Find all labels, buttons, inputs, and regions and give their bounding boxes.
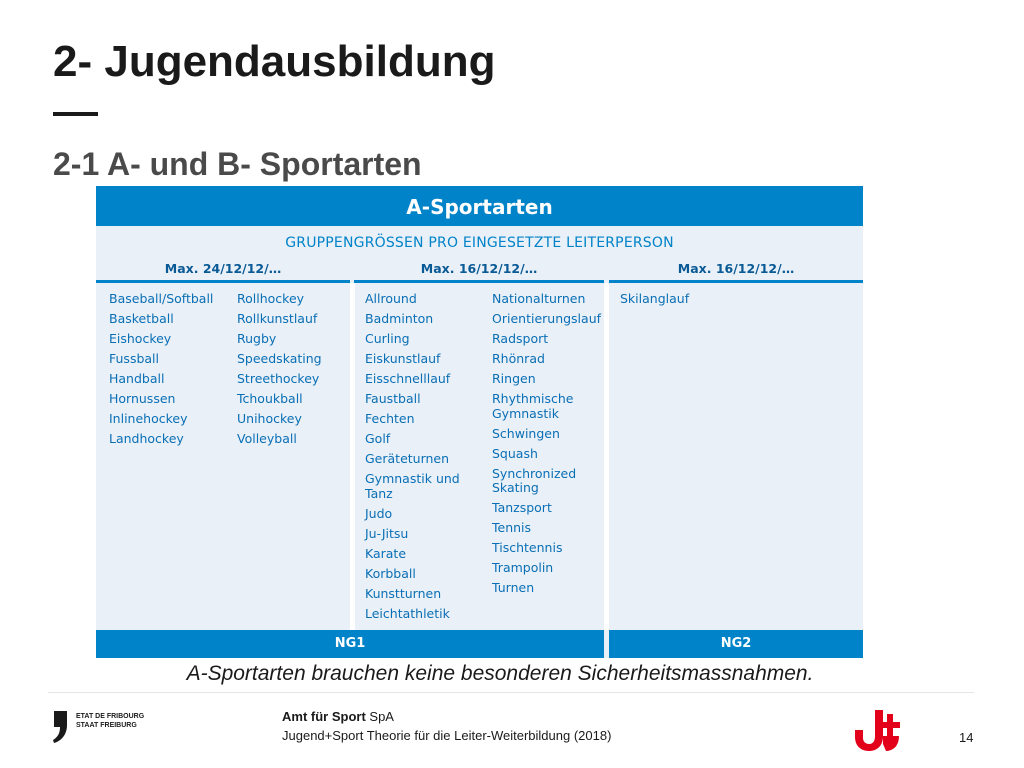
sport-list-item: Inlinehockey: [109, 411, 188, 426]
sport-list-item: Tennis: [492, 520, 532, 535]
office-name-suffix: SpA: [365, 709, 394, 724]
sport-list-item: Nationalturnen: [492, 291, 586, 306]
sport-list-item: Tischtennis: [492, 540, 563, 555]
sport-list-item: Judo: [365, 505, 393, 521]
sport-list-item: Eishockey: [109, 331, 172, 346]
office-name-bold: Amt für Sport: [282, 709, 366, 724]
course-title: Jugend+Sport Theorie für die Leiter-Weit…: [282, 728, 612, 743]
sport-list-item: Turnen: [492, 580, 535, 595]
footer-divider: [48, 692, 974, 693]
group-size-title: GRUPPENGRÖSSEN PRO EINGESETZTE LEITERPER…: [285, 235, 674, 251]
jugend-sport-logo-icon: [855, 710, 900, 751]
sport-list-item: Leichtathletik: [365, 605, 450, 621]
office-name: Amt für Sport SpA: [282, 709, 394, 724]
sport-list-item: Ringen: [492, 371, 536, 386]
sport-list-item: Speedskating: [237, 351, 322, 366]
sport-list-item: Gymnastik und Tanz: [365, 471, 460, 501]
ng1-footer: NG1: [96, 630, 604, 658]
sport-list-item: Korbball: [365, 565, 416, 581]
sport-list-item: Squash: [492, 445, 538, 461]
sport-list-item: Trampolin: [492, 560, 554, 575]
page-number: 14: [959, 730, 974, 745]
sport-list-item: Rhythmische Gymnastik: [492, 391, 574, 421]
page-subtitle: 2-1 A- und B- Sportarten: [53, 146, 422, 182]
sport-list-item: Fechten: [365, 411, 415, 426]
sport-list-item: Allround: [365, 291, 417, 306]
sport-list-item: Synchronized Skating: [492, 465, 577, 495]
sport-list-item: Streethockey: [237, 371, 320, 386]
sport-list-item: Unihockey: [237, 411, 302, 426]
sport-list-col3a: Skilanglauf: [620, 291, 690, 312]
max-label-col1: Max. 24/12/12/…: [164, 261, 282, 276]
max-label-col2: Max. 16/12/12/…: [420, 261, 538, 276]
title-dash: [53, 112, 98, 116]
sport-list-item: Radsport: [492, 331, 549, 346]
sport-list-item: Skilanglauf: [620, 291, 690, 306]
sport-list-item: Tchoukball: [237, 391, 303, 406]
sport-list-item: Karate: [365, 545, 407, 561]
sport-list-item: Orientierungslauf: [492, 311, 602, 326]
sport-list-item: Rollkunstlauf: [237, 311, 318, 326]
sport-list-item: Rhönrad: [492, 351, 545, 366]
sport-list-item: Basketball: [109, 311, 174, 326]
sport-table: A-Sportarten GRUPPENGRÖSSEN PRO EINGESET…: [96, 186, 863, 658]
sport-list-item: Schwingen: [492, 425, 560, 441]
sport-list-item: Eisschnelllauf: [365, 371, 451, 386]
sport-list-item: Curling: [365, 331, 410, 346]
sport-list-item: Ju-Jitsu: [365, 525, 409, 541]
canton-line-1: ETAT DE FRIBOURG: [76, 713, 145, 720]
sport-list-item: Golf: [365, 431, 391, 446]
sport-list-item: Badminton: [365, 311, 434, 326]
sport-list-item: Baseball/Softball: [109, 291, 214, 306]
sport-list-col2b: Nationalturnen Orientierungslauf Radsport R…: [492, 291, 602, 601]
sport-list-item: Rollhockey: [237, 291, 305, 306]
column-separator: [350, 283, 355, 630]
sport-list-item: Geräteturnen: [365, 451, 450, 466]
page-title: 2- Jugendausbildung: [53, 37, 496, 86]
sport-list-col1a: Baseball/Softball Basketball Eishockey Fuss…: [109, 291, 214, 452]
sport-list-col2a: Allround Badminton Curling Eiskunstlauf Eiss…: [365, 291, 485, 627]
sport-list-item: Eiskunstlauf: [365, 351, 441, 366]
sport-list-item: Fussball: [109, 351, 159, 366]
sport-list-item: Kunstturnen: [365, 585, 442, 601]
ng2-footer: NG2: [609, 630, 863, 658]
max-label-col3: Max. 16/12/12/…: [677, 261, 795, 276]
sport-list-item: Landhockey: [109, 431, 184, 446]
fribourg-comma-logo-icon: [53, 711, 67, 743]
sport-list-item: Rugby: [237, 331, 277, 346]
canton-logo-text: ETAT DE FRIBOURG STAAT FREIBURG: [76, 712, 144, 730]
sport-list-col1b: Rollhockey Rollkunstlauf Rugby Speedskating…: [237, 291, 322, 452]
col1-rule: [96, 280, 350, 283]
sport-list-item: Faustball: [365, 391, 421, 406]
sport-list-item: Tanzsport: [492, 500, 552, 515]
sport-list-item: Handball: [109, 371, 165, 386]
sport-list-item: Hornussen: [109, 391, 176, 406]
canton-line-2: STAAT FREIBURG: [76, 722, 137, 729]
column-separator: [604, 283, 609, 630]
safety-note: A-Sportarten brauchen keine besonderen S…: [186, 662, 814, 685]
col3-rule: [609, 280, 863, 283]
table-header: A-Sportarten: [96, 186, 863, 226]
col2-rule: [354, 280, 604, 283]
sport-list-item: Volleyball: [237, 431, 297, 446]
